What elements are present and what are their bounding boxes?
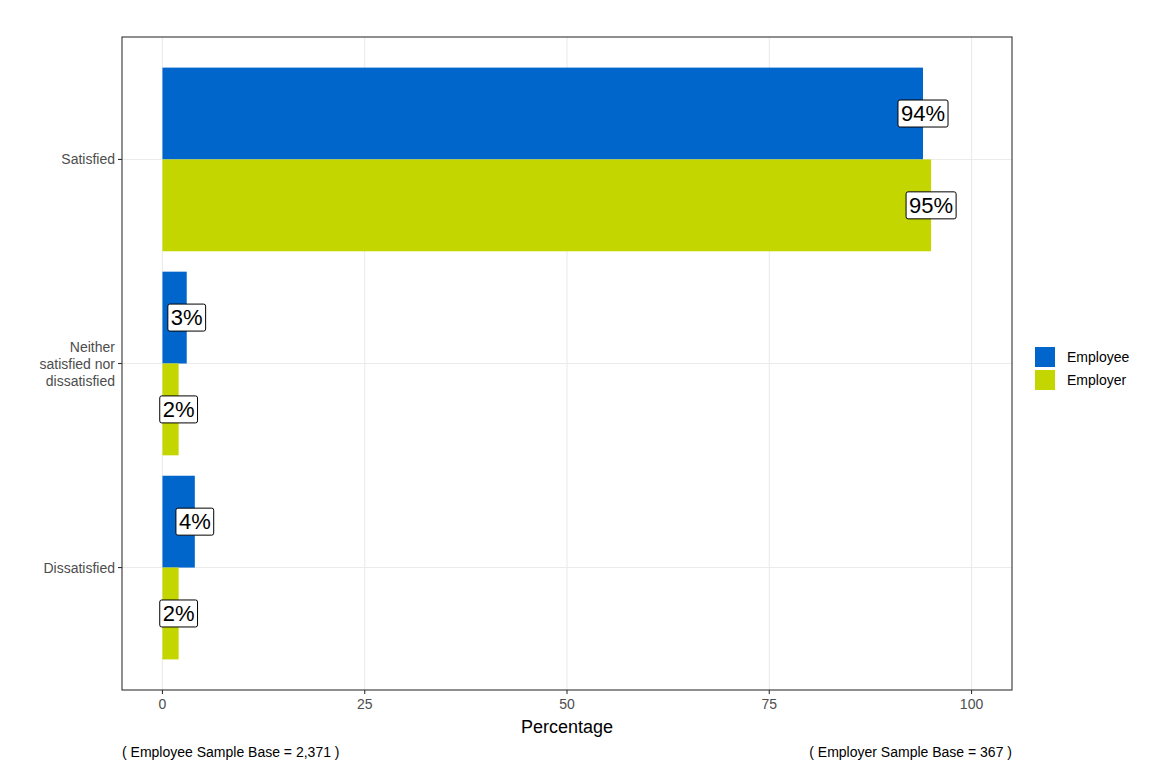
category-label-line: dissatisfied bbox=[46, 373, 115, 389]
tick-label: 0 bbox=[159, 696, 167, 712]
data-label: 2% bbox=[163, 397, 195, 422]
tick-mark bbox=[769, 690, 770, 694]
legend-key bbox=[1035, 347, 1055, 367]
data-label-box bbox=[160, 396, 198, 423]
data-label-box bbox=[898, 100, 948, 127]
data-label-box bbox=[906, 192, 956, 219]
category-label: Dissatisfied bbox=[43, 560, 115, 576]
tick-label: 100 bbox=[960, 696, 984, 712]
data-label-box bbox=[168, 304, 206, 331]
data-label: 94% bbox=[901, 101, 945, 126]
tick-mark bbox=[162, 690, 163, 694]
data-label-box bbox=[160, 600, 198, 627]
category-label: Neithersatisfied nordissatisfied bbox=[40, 339, 116, 389]
tick-mark bbox=[118, 567, 122, 568]
annotation: ( Employee Sample Base = 2,371 ) bbox=[122, 744, 340, 760]
tick-label: 50 bbox=[559, 696, 575, 712]
legend-label: Employee bbox=[1067, 349, 1129, 365]
data-label-box bbox=[176, 508, 214, 535]
category-label-line: satisfied nor bbox=[40, 356, 116, 372]
grid-line bbox=[122, 567, 1012, 568]
panel-border bbox=[122, 37, 1012, 690]
tick-mark bbox=[971, 690, 972, 694]
legend-key bbox=[1035, 370, 1055, 390]
category-label-line: Dissatisfied bbox=[43, 560, 115, 576]
plot-background bbox=[122, 37, 1012, 690]
data-label: 3% bbox=[171, 305, 203, 330]
bars bbox=[162, 68, 931, 660]
data-label-group: 4% bbox=[176, 508, 214, 535]
data-label: 2% bbox=[163, 601, 195, 626]
tick-mark bbox=[118, 363, 122, 364]
grid-line bbox=[122, 363, 1012, 364]
data-label: 4% bbox=[179, 509, 211, 534]
data-label-group: 95% bbox=[906, 192, 956, 219]
bar bbox=[162, 159, 931, 251]
tick-mark bbox=[364, 690, 365, 694]
tick-mark bbox=[118, 159, 122, 160]
tick-label: 25 bbox=[357, 696, 373, 712]
data-label-group: 94% bbox=[898, 100, 948, 127]
axis-title: Percentage bbox=[521, 717, 613, 737]
category-label-line: Neither bbox=[70, 339, 115, 355]
data-label: 95% bbox=[909, 193, 953, 218]
tick-mark bbox=[566, 690, 567, 694]
data-label-group: 3% bbox=[168, 304, 206, 331]
chart: 94% 3% 4% 95% 2% 2% 0 25 50 75 100 Satisfied Neither… bbox=[0, 0, 1152, 768]
category-label-line: Satisfied bbox=[61, 151, 115, 167]
bar bbox=[162, 68, 923, 160]
category-label: Satisfied bbox=[61, 151, 115, 167]
data-label-group: 2% bbox=[160, 600, 198, 627]
annotation: ( Employer Sample Base = 367 ) bbox=[809, 744, 1012, 760]
tick-label: 75 bbox=[761, 696, 777, 712]
data-label-group: 2% bbox=[160, 396, 198, 423]
legend-label: Employer bbox=[1067, 372, 1126, 388]
